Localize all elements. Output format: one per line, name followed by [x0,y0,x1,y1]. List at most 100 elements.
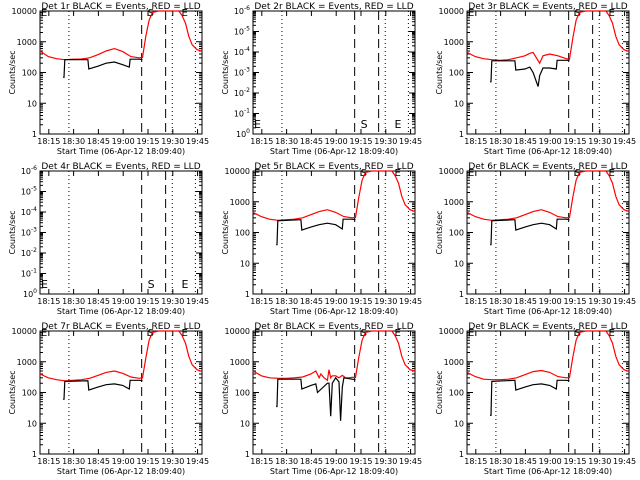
marker-label-e: E [395,118,402,131]
x-tick-label: 19:45 [613,457,636,466]
marker-label-e: E [254,168,260,179]
panel-title: Det 6r BLACK = Events, RED = LLD [468,162,627,172]
panel-2: Det 2r BLACK = Events, RED = LLD 100 10-1 1… [221,2,422,156]
y-tick-label: 1 [459,290,464,299]
marker-label-e: E [254,118,261,131]
y-axis-label: Counts/sec [435,210,444,254]
marker-label-e: E [609,328,615,339]
marker-label-s: S [575,328,581,339]
x-tick-label: 19:30 [374,457,397,466]
x-tick-label: 19:00 [112,137,135,146]
y-tick-label: 1000 [444,358,464,367]
x-tick-label: 19:00 [325,137,348,146]
x-axis-label: Start Time (06-Apr-12 18:09:40) [270,467,398,476]
panel-title: Det 3r BLACK = Events, RED = LLD [468,2,627,12]
x-tick-label: 19:45 [399,137,422,146]
x-axis-label: Start Time (06-Apr-12 18:09:40) [270,307,398,316]
marker-label-e: E [395,328,401,339]
panel-5: Det 5r BLACK = Events, RED = LLD 1 10 100 10… [221,162,422,316]
y-axis-label: Counts/sec [8,50,17,94]
x-tick-label: 18:45 [87,297,110,306]
y-tick-label: 10-1 [21,268,37,279]
x-tick-label: 19:15 [563,137,586,146]
y-tick-label: 1 [32,130,37,139]
y-tick-label: 10-3 [21,227,37,238]
x-axis-label: Start Time (06-Apr-12 18:09:40) [484,307,612,316]
x-axis-label: Start Time (06-Apr-12 18:09:40) [484,467,612,476]
x-tick-label: 19:45 [186,137,209,146]
series-lld [39,330,203,382]
y-axis-label: Counts/sec [435,370,444,414]
y-tick-label: 10-1 [234,108,250,119]
x-tick-label: 19:15 [136,457,159,466]
y-tick-label: 1000 [17,38,37,47]
y-tick-label: 10 [240,259,250,268]
x-tick-label: 18:15 [37,137,60,146]
x-tick-label: 19:30 [374,297,397,306]
y-tick-label: 10000 [12,327,37,336]
x-tick-label: 19:15 [349,457,372,466]
x-tick-label: 19:30 [161,297,184,306]
y-tick-label: 10000 [439,327,464,336]
marker-label-e: E [182,278,189,291]
panel-8: Det 8r BLACK = Events, RED = LLD 1 10 100 10… [221,322,422,476]
plot-frame [252,10,416,135]
x-tick-label: 18:15 [464,137,487,146]
x-tick-label: 19:30 [161,137,184,146]
y-tick-label: 10 [454,99,464,108]
y-tick-label: 10000 [439,167,464,176]
y-tick-label: 100 [449,389,464,398]
y-tick-label: 1 [245,290,250,299]
y-tick-label: 100 [235,229,250,238]
marker-label-s: S [148,8,154,19]
y-tick-label: 1000 [230,358,250,367]
series-lld [466,10,630,65]
panel-title: Det 9r BLACK = Events, RED = LLD [468,322,627,332]
x-tick-label: 19:00 [325,457,348,466]
y-tick-label: 1000 [230,198,250,207]
y-tick-label: 10-6 [234,5,250,16]
y-tick-label: 10-5 [234,26,250,37]
marker-label-s: S [575,168,581,179]
y-tick-label: 1 [245,450,250,459]
x-tick-label: 18:15 [250,457,273,466]
y-tick-label: 100 [235,389,250,398]
x-axis-label: Start Time (06-Apr-12 18:09:40) [57,147,185,156]
x-tick-label: 19:30 [161,457,184,466]
marker-label-e: E [182,328,188,339]
x-tick-label: 19:15 [349,137,372,146]
y-tick-label: 10 [27,99,37,108]
panel-7: Det 7r BLACK = Events, RED = LLD 1 10 100 10… [8,322,209,476]
x-tick-label: 19:00 [539,297,562,306]
y-tick-label: 10-4 [21,206,37,217]
y-tick-label: 100 [236,128,250,139]
panel-title: Det 5r BLACK = Events, RED = LLD [254,162,413,172]
y-tick-label: 10 [27,419,37,428]
marker-label-e: E [41,278,48,291]
y-tick-label: 10-2 [234,87,250,98]
x-tick-label: 19:15 [136,297,159,306]
x-tick-label: 18:15 [37,457,60,466]
x-tick-label: 19:00 [325,297,348,306]
x-tick-label: 18:15 [464,297,487,306]
y-tick-label: 1000 [444,38,464,47]
panel-title: Det 8r BLACK = Events, RED = LLD [254,322,413,332]
x-tick-label: 19:30 [588,457,611,466]
x-tick-label: 18:30 [489,457,512,466]
y-tick-label: 10000 [225,167,250,176]
series-events [490,379,570,416]
y-tick-label: 10-5 [21,186,37,197]
series-events [63,379,143,400]
panel-title: Det 4r BLACK = Events, RED = LLD [41,162,200,172]
y-axis-label: Counts/sec [435,50,444,94]
panel-title: Det 1r BLACK = Events, RED = LLD [41,2,200,12]
y-tick-label: 10 [454,419,464,428]
x-tick-label: 18:30 [275,457,298,466]
x-tick-label: 19:15 [563,297,586,306]
y-tick-label: 10000 [12,7,37,16]
panel-title: Det 2r BLACK = Events, RED = LLD [254,2,413,12]
panel-9: Det 9r BLACK = Events, RED = LLD 1 10 100 10… [435,322,636,476]
marker-label-e: E [41,328,47,339]
x-axis-label: Start Time (06-Apr-12 18:09:40) [57,467,185,476]
